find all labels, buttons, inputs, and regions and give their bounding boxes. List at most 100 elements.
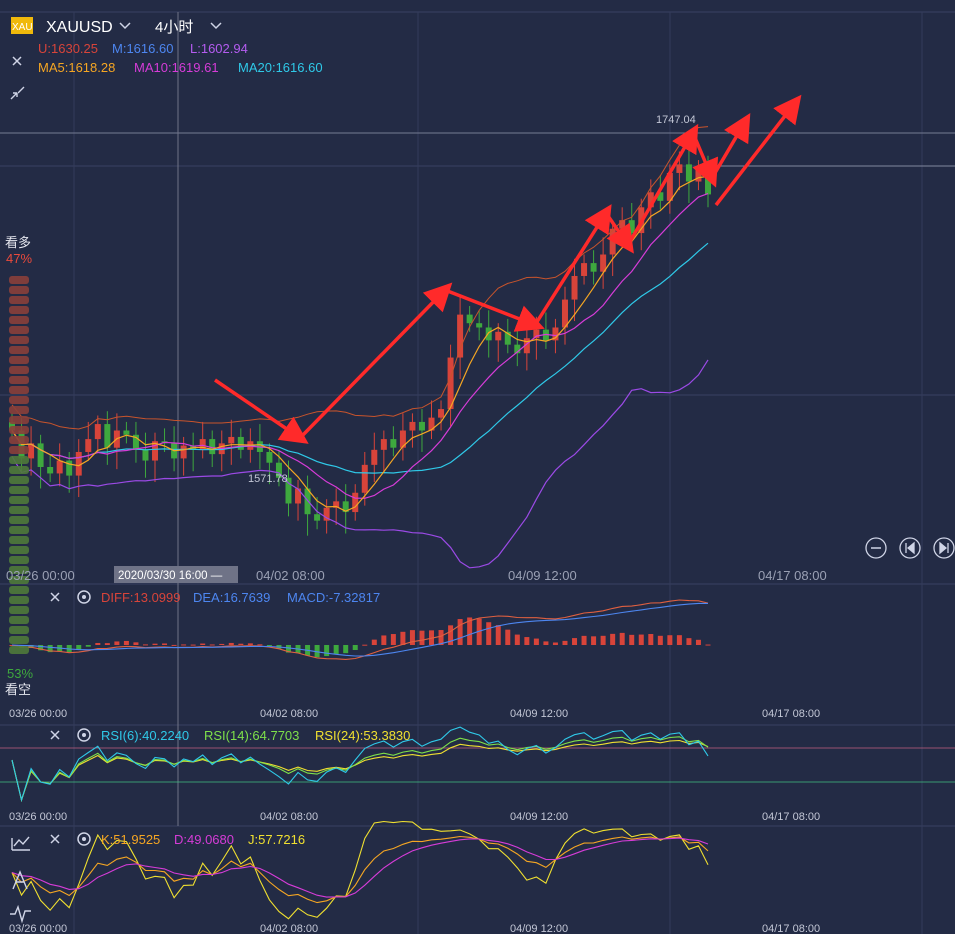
sentiment-segment bbox=[9, 296, 29, 304]
candle bbox=[514, 327, 521, 367]
sentiment-segment bbox=[9, 416, 29, 424]
collapse-icon[interactable] bbox=[10, 86, 25, 100]
ma20-line bbox=[11, 242, 709, 474]
chart-type-icon[interactable] bbox=[11, 836, 30, 851]
candle bbox=[523, 329, 530, 371]
candle-body bbox=[685, 164, 692, 182]
candle bbox=[409, 413, 416, 448]
candle bbox=[342, 484, 349, 534]
settings-icon[interactable] bbox=[77, 728, 91, 742]
boll-upper-label: U:1630.25 bbox=[38, 41, 98, 56]
x-axis-label: 04/17 08:00 bbox=[758, 568, 827, 583]
candle-body bbox=[37, 443, 44, 467]
candle bbox=[695, 160, 702, 191]
trend-arrow bbox=[298, 282, 453, 440]
chevron-down-icon[interactable] bbox=[119, 22, 131, 30]
candle bbox=[152, 432, 159, 483]
trend-arrow bbox=[533, 204, 612, 326]
candle-body bbox=[94, 424, 101, 440]
settings-icon[interactable] bbox=[77, 832, 91, 846]
candle-body bbox=[361, 464, 368, 493]
symbol-name[interactable]: XAUUSD bbox=[46, 19, 113, 36]
kdj-panel[interactable] bbox=[11, 820, 709, 920]
candle-body bbox=[180, 445, 187, 459]
sentiment-segment bbox=[9, 326, 29, 334]
candle bbox=[352, 484, 359, 521]
candle-body bbox=[266, 451, 273, 463]
x-axis-label: 04/17 08:00 bbox=[762, 708, 820, 720]
macd-histogram-bar bbox=[648, 634, 654, 645]
sentiment-segment bbox=[9, 606, 29, 614]
period-selector[interactable]: 4小时 bbox=[155, 19, 193, 36]
macd-histogram-bar bbox=[543, 641, 549, 645]
sentiment-segment bbox=[9, 486, 29, 494]
macd-histogram-bar bbox=[400, 631, 406, 645]
candle-body bbox=[295, 488, 302, 504]
macd-histogram-bar bbox=[419, 630, 425, 645]
candle-body bbox=[380, 439, 387, 450]
close-icon[interactable] bbox=[12, 56, 22, 66]
chevron-down-icon[interactable] bbox=[210, 22, 222, 30]
step-back-button[interactable] bbox=[899, 537, 921, 559]
boll-lower-label: L:1602.94 bbox=[190, 41, 248, 56]
close-icon[interactable] bbox=[50, 730, 60, 740]
settings-icon[interactable] bbox=[77, 590, 91, 604]
rsi-panel[interactable] bbox=[11, 726, 709, 803]
sentiment-segment bbox=[9, 516, 29, 524]
candle-body bbox=[371, 449, 378, 465]
sentiment-segment bbox=[9, 566, 29, 574]
ma10-label: MA10:1619.61 bbox=[134, 60, 219, 75]
macd-histogram-bar bbox=[257, 644, 263, 646]
zoom-out-button[interactable] bbox=[865, 537, 887, 559]
sentiment-segment bbox=[9, 546, 29, 554]
macd-histogram-bar bbox=[409, 630, 415, 645]
macd-diff-line bbox=[11, 599, 709, 660]
macd-histogram-bar bbox=[562, 640, 568, 645]
macd-panel[interactable] bbox=[9, 599, 711, 660]
candle bbox=[47, 454, 54, 483]
candle-body bbox=[66, 460, 73, 476]
sentiment-segment bbox=[9, 526, 29, 534]
macd-histogram-bar bbox=[114, 641, 120, 645]
sentiment-bar bbox=[9, 276, 29, 654]
candle-body bbox=[590, 263, 597, 272]
high-marker: 1747.04 bbox=[656, 114, 696, 126]
candle-body bbox=[199, 439, 206, 450]
candle-body bbox=[666, 172, 673, 201]
macd-histogram-bar bbox=[133, 642, 139, 645]
x-axis-label: 04/09 12:00 bbox=[510, 708, 568, 720]
x-axis-label: 04/09 12:00 bbox=[510, 811, 568, 823]
macd-histogram-bar bbox=[448, 625, 454, 645]
macd-histogram-bar bbox=[457, 619, 463, 645]
candle bbox=[28, 426, 35, 476]
ma20-label: MA20:1616.60 bbox=[238, 60, 323, 75]
step-forward-button[interactable] bbox=[933, 537, 955, 559]
indicator-icon[interactable] bbox=[10, 904, 31, 924]
macd-histogram-bar bbox=[686, 638, 692, 645]
candle bbox=[237, 428, 244, 459]
macd-value-label: MACD:-7.32817 bbox=[287, 590, 380, 605]
macd-histogram-bar bbox=[123, 640, 129, 645]
sentiment-segment bbox=[9, 276, 29, 284]
close-icon[interactable] bbox=[50, 834, 60, 844]
close-icon[interactable] bbox=[50, 592, 60, 602]
macd-histogram-bar bbox=[181, 644, 187, 646]
trend-arrow bbox=[710, 112, 751, 179]
macd-histogram-bar bbox=[171, 644, 177, 646]
sentiment-segment bbox=[9, 436, 29, 444]
macd-histogram-bar bbox=[600, 635, 606, 645]
price-panel[interactable] bbox=[9, 126, 711, 569]
macd-histogram-bar bbox=[695, 639, 701, 645]
macd-dea-label: DEA:16.7639 bbox=[193, 590, 270, 605]
candle-body bbox=[409, 421, 416, 431]
candle bbox=[476, 310, 483, 341]
macd-histogram-bar bbox=[514, 634, 520, 645]
macd-histogram-bar bbox=[85, 645, 91, 647]
candle bbox=[314, 497, 321, 530]
sentiment-segment bbox=[9, 626, 29, 634]
macd-histogram-bar bbox=[228, 642, 234, 645]
macd-histogram-bar bbox=[238, 643, 244, 645]
trend-arrows bbox=[214, 94, 802, 444]
drawing-icon[interactable] bbox=[12, 870, 28, 890]
